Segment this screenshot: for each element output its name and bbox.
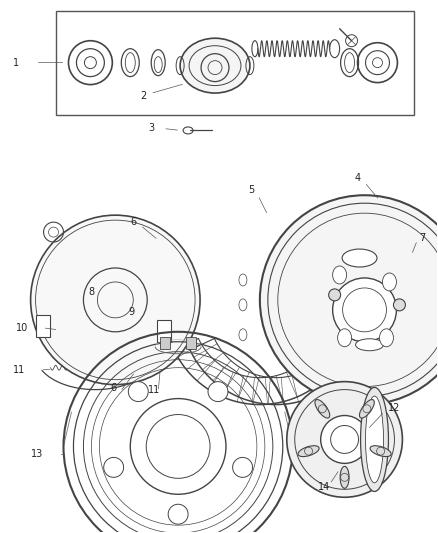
Ellipse shape — [342, 249, 377, 267]
Text: 11: 11 — [13, 365, 25, 375]
Circle shape — [321, 416, 368, 463]
Ellipse shape — [338, 329, 352, 347]
Text: 10: 10 — [16, 323, 28, 333]
Ellipse shape — [366, 396, 384, 483]
Ellipse shape — [315, 400, 330, 418]
Bar — [157, 320, 171, 342]
Ellipse shape — [360, 387, 389, 491]
Circle shape — [168, 504, 188, 524]
Circle shape — [208, 382, 228, 401]
Ellipse shape — [379, 329, 393, 347]
Ellipse shape — [332, 266, 346, 284]
Text: 4: 4 — [355, 173, 361, 183]
Circle shape — [393, 299, 406, 311]
Text: 2: 2 — [140, 91, 146, 101]
Bar — [186, 337, 196, 349]
Ellipse shape — [360, 400, 374, 418]
Circle shape — [328, 289, 341, 301]
Bar — [160, 337, 170, 349]
FancyBboxPatch shape — [310, 249, 419, 351]
Bar — [56, 11, 414, 116]
Ellipse shape — [382, 273, 396, 291]
Circle shape — [128, 382, 148, 401]
Text: 8: 8 — [88, 287, 95, 297]
Bar — [35, 315, 49, 337]
Text: 7: 7 — [419, 233, 426, 243]
Circle shape — [104, 457, 124, 478]
Text: 3: 3 — [148, 124, 154, 133]
Text: 9: 9 — [128, 307, 134, 317]
Ellipse shape — [370, 446, 391, 457]
Ellipse shape — [356, 339, 384, 351]
Text: 13: 13 — [31, 449, 43, 459]
Circle shape — [287, 382, 403, 497]
Text: 12: 12 — [388, 402, 400, 413]
Ellipse shape — [340, 466, 349, 488]
Circle shape — [260, 195, 438, 405]
Ellipse shape — [298, 446, 319, 457]
Circle shape — [233, 457, 253, 478]
Text: 6: 6 — [110, 383, 117, 393]
Text: 14: 14 — [318, 482, 330, 492]
Ellipse shape — [180, 38, 250, 93]
Text: 1: 1 — [13, 58, 19, 68]
Text: 5: 5 — [248, 185, 254, 195]
Circle shape — [31, 215, 200, 385]
Text: 11: 11 — [148, 385, 160, 394]
Circle shape — [332, 278, 396, 342]
Text: 6: 6 — [130, 217, 136, 227]
